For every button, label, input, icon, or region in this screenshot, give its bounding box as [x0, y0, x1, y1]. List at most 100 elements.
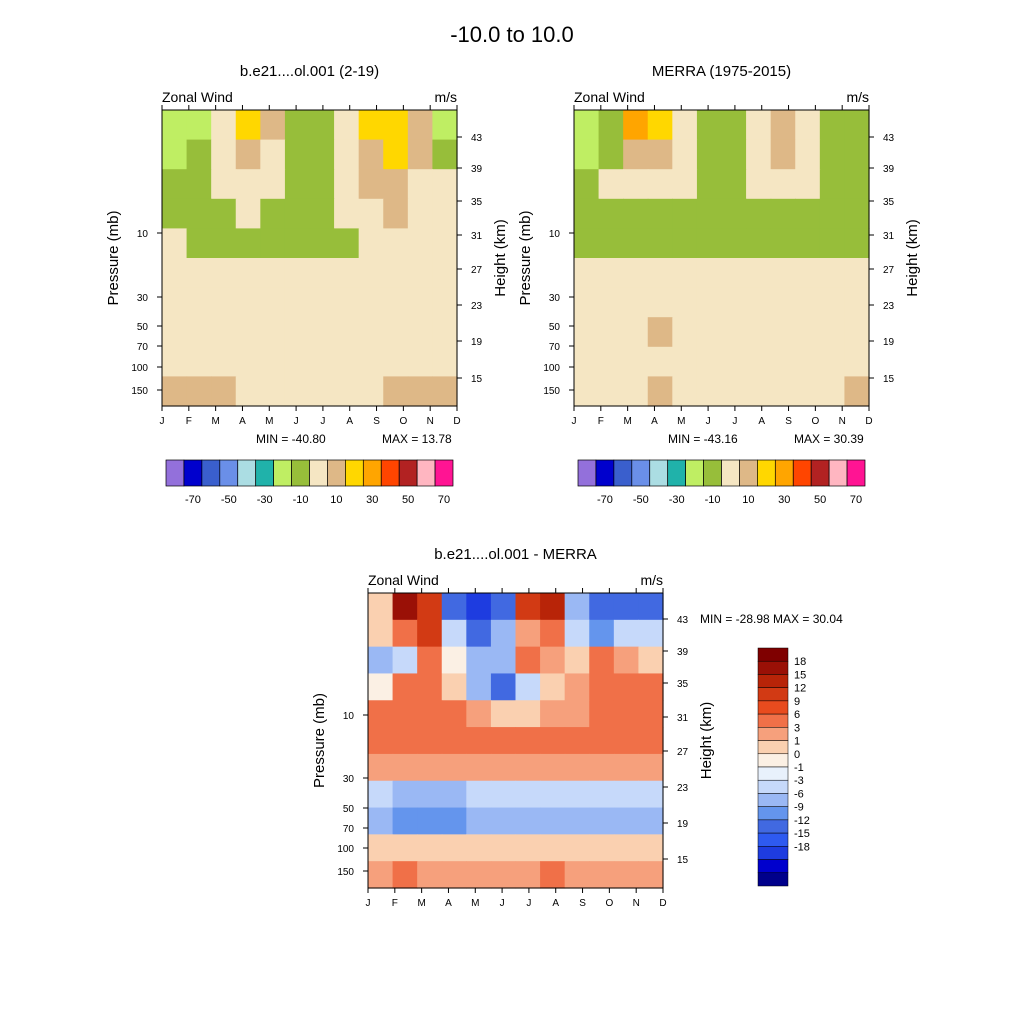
panel1-cell — [407, 317, 434, 348]
panel2-cell — [770, 346, 796, 377]
panel2-cell — [574, 139, 600, 170]
panel1-cell — [309, 139, 335, 170]
panel2-cell — [770, 287, 796, 318]
panel2-height-tick-label: 43 — [883, 133, 895, 144]
panel2-cell — [721, 287, 747, 318]
panel2-cell — [598, 139, 624, 170]
panel2-height-tick-label: 39 — [883, 164, 895, 175]
panel2-cell — [623, 110, 649, 141]
panel3-cell — [490, 593, 517, 621]
panel2-cells — [574, 110, 870, 407]
panel1-colorbar-swatch — [380, 459, 400, 487]
panel3-cell — [589, 753, 615, 782]
panel3-x-tick-label: M — [471, 898, 479, 909]
panel2-cell — [574, 287, 600, 318]
panel2-cell — [598, 287, 624, 318]
panel2-cell — [746, 198, 772, 229]
panel3-cell — [540, 700, 566, 728]
panel1-cell — [186, 110, 212, 141]
panel1-x-tick-label: J — [320, 416, 325, 427]
panel3-colorbar-swatch — [757, 872, 789, 887]
panel1-cell — [407, 139, 434, 170]
panel3-cell — [638, 807, 664, 835]
panel2-cell — [746, 228, 772, 259]
panel1-cell — [284, 376, 311, 407]
panel2-cell — [770, 139, 796, 170]
panel2-cell — [819, 346, 846, 377]
panel3-colorbar-label: -3 — [794, 775, 804, 787]
panel1-cell — [235, 287, 261, 318]
panel2-x-tick-label: N — [839, 416, 846, 427]
panel1-group: b.e21....ol.001 (2-19)Zonal Wind m/sJ F M A M… — [105, 63, 509, 506]
panel1-x-tick-label: J — [160, 416, 165, 427]
panel1-cell — [432, 228, 458, 259]
panel1-cell — [334, 110, 360, 141]
panel1-colorbar-swatch — [201, 459, 221, 487]
panel3-cell — [540, 593, 566, 621]
panel3-cell — [564, 593, 590, 621]
panel3-cell — [515, 619, 541, 648]
panel2-cell — [574, 228, 600, 259]
panel3-ylabel-pressure: Pressure (mb) — [311, 693, 328, 788]
panel2-cell — [819, 139, 846, 170]
panel2-cell — [672, 317, 698, 348]
panel2-cell — [844, 198, 870, 229]
panel1-colorbar-label: -50 — [221, 494, 237, 506]
panel2-cell — [672, 169, 698, 200]
panel2-cell — [770, 228, 796, 259]
panel3-colorbar-label: 6 — [794, 709, 800, 721]
panel3-cell — [638, 619, 664, 648]
panel1-height-tick-label: 19 — [471, 337, 483, 348]
panel3-cell — [392, 834, 418, 862]
panel1-cell — [309, 346, 335, 377]
panel3-cell — [392, 727, 418, 755]
panel3-pressure-tick-label: 150 — [337, 867, 354, 878]
panel2-colorbar-swatch — [667, 459, 686, 487]
panel2-cell — [696, 139, 723, 170]
panel3-cell — [466, 780, 492, 809]
panel1-pressure-tick-label: 10 — [137, 229, 149, 240]
panel1-height-tick-label: 43 — [471, 133, 483, 144]
panel3-cell — [613, 834, 640, 862]
panel1-colorbar-swatch — [273, 459, 292, 487]
panel1-cell — [334, 169, 360, 200]
panel2-min-label: MIN = -43.16 — [668, 432, 738, 446]
panel1-cell — [407, 287, 434, 318]
panel3-ylabel-height: Height (km) — [698, 702, 715, 780]
panel1-cell — [235, 228, 261, 259]
panel1-height-tick-label: 15 — [471, 374, 483, 385]
panel3-pressure-tick-label: 50 — [343, 804, 355, 815]
panel2-x-tick-label: A — [651, 416, 658, 427]
panel3-cell — [392, 646, 418, 675]
panel1-cell — [284, 110, 311, 141]
panel3-height-tick-label: 43 — [677, 615, 689, 626]
panel1-cell — [284, 287, 311, 318]
panel1-left-string: Zonal Wind — [162, 89, 233, 105]
panel2-cell — [721, 169, 747, 200]
panel2-cell — [574, 376, 600, 407]
panel2-cell — [770, 317, 796, 348]
panel2-cell — [598, 317, 624, 348]
panel3-cell — [417, 807, 443, 835]
panel1-x-tick-label: N — [427, 416, 434, 427]
panel2-colorbar: -70 -50 -30 -10 10 30 50 70 — [577, 459, 866, 506]
panel3-cell — [540, 646, 566, 675]
panel2-cell — [819, 287, 846, 318]
panel1-cell — [309, 198, 335, 229]
panel1-pressure-tick-label: 30 — [137, 293, 149, 304]
panel3-cell — [417, 727, 443, 755]
panel2-cell — [574, 110, 600, 141]
panel3-cell — [613, 700, 640, 728]
panel2-cell — [647, 258, 673, 289]
panel3-cell — [368, 753, 394, 782]
panel3-cell — [368, 834, 394, 862]
panel3-height-tick-label: 27 — [677, 747, 689, 758]
panel3-cell — [466, 861, 492, 889]
panel3-cell — [638, 593, 664, 621]
panel2-cell — [721, 110, 747, 141]
panel1-cell — [334, 376, 360, 407]
panel3-cell — [466, 673, 492, 701]
panel3-cell — [417, 780, 443, 809]
panel2-cell — [672, 228, 698, 259]
panel3-cell — [589, 807, 615, 835]
